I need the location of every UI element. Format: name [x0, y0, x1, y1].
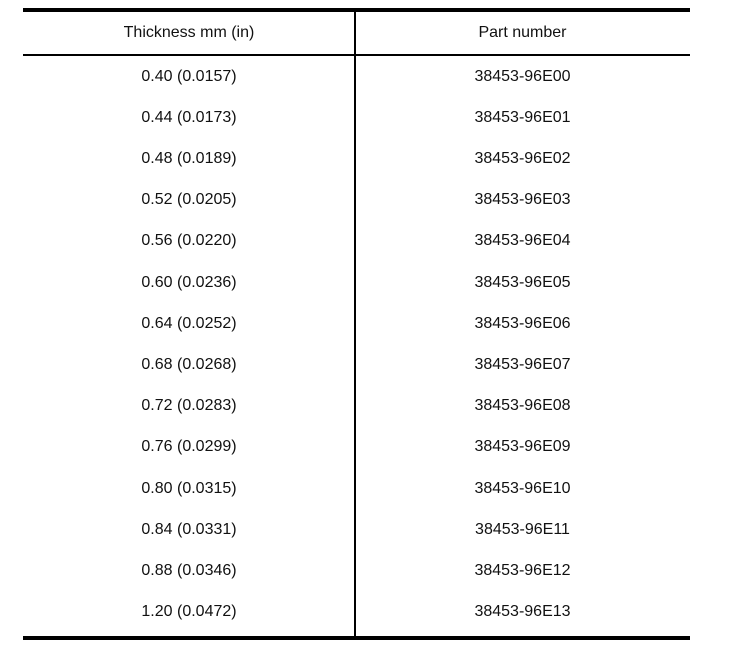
table-row: 0.72 (0.0283) 38453-96E08: [23, 386, 690, 427]
thickness-cell: 0.48 (0.0189): [141, 149, 237, 167]
part-number-cell: 38453-96E07: [474, 355, 571, 373]
table-bottom-rule: [23, 636, 690, 640]
thickness-cell: 0.88 (0.0346): [141, 561, 237, 579]
thickness-cell: 0.56 (0.0220): [141, 232, 237, 250]
table-row: 0.40 (0.0157) 38453-96E00: [23, 56, 690, 97]
thickness-cell: 0.40 (0.0157): [141, 67, 237, 85]
table-row: 0.60 (0.0236) 38453-96E05: [23, 262, 690, 303]
part-number-cell: 38453-96E10: [474, 479, 571, 497]
part-number-cell: 38453-96E06: [474, 314, 571, 332]
thickness-cell: 0.80 (0.0315): [141, 479, 237, 497]
thickness-cell: 0.72 (0.0283): [141, 397, 237, 415]
thickness-cell: 0.44 (0.0173): [141, 108, 237, 126]
table-top-rule: [23, 8, 690, 12]
table-row: 0.68 (0.0268) 38453-96E07: [23, 344, 690, 385]
table-row: 0.48 (0.0189) 38453-96E02: [23, 138, 690, 179]
part-number-cell: 38453-96E13: [474, 603, 571, 621]
table-row: 0.80 (0.0315) 38453-96E10: [23, 468, 690, 509]
table-row: 1.20 (0.0472) 38453-96E13: [23, 592, 690, 633]
part-number-cell: 38453-96E12: [474, 561, 571, 579]
header-thickness: Thickness mm (in): [123, 24, 255, 41]
thickness-cell: 0.52 (0.0205): [141, 191, 237, 209]
thickness-cell: 1.20 (0.0472): [141, 603, 237, 621]
part-number-cell: 38453-96E03: [474, 191, 571, 209]
header-rule: [23, 54, 690, 56]
thickness-cell: 0.76 (0.0299): [141, 438, 237, 456]
thickness-cell: 0.60 (0.0236): [141, 273, 237, 291]
part-number-cell: 38453-96E11: [475, 520, 570, 538]
part-number-cell: 38453-96E09: [474, 438, 571, 456]
table-row: 0.64 (0.0252) 38453-96E06: [23, 303, 690, 344]
thickness-cell: 0.68 (0.0268): [141, 355, 237, 373]
thickness-cell: 0.64 (0.0252): [141, 314, 237, 332]
part-number-cell: 38453-96E04: [474, 232, 571, 250]
part-number-cell: 38453-96E05: [474, 273, 571, 291]
table-row: 0.44 (0.0173) 38453-96E01: [23, 97, 690, 138]
table-row: 0.76 (0.0299) 38453-96E09: [23, 427, 690, 468]
table-row: 0.84 (0.0331) 38453-96E11: [23, 509, 690, 550]
column-divider: [354, 10, 356, 637]
header-part-number: Part number: [478, 24, 567, 41]
table-row: 0.52 (0.0205) 38453-96E03: [23, 180, 690, 221]
table-row: 0.88 (0.0346) 38453-96E12: [23, 550, 690, 591]
part-number-cell: 38453-96E02: [474, 149, 571, 167]
thickness-cell: 0.84 (0.0331): [141, 520, 237, 538]
part-number-cell: 38453-96E00: [474, 67, 571, 85]
table-row: 0.56 (0.0220) 38453-96E04: [23, 221, 690, 262]
part-number-cell: 38453-96E01: [474, 108, 571, 126]
part-number-cell: 38453-96E08: [474, 397, 571, 415]
table-header-row: Thickness mm (in) Part number: [23, 12, 690, 54]
